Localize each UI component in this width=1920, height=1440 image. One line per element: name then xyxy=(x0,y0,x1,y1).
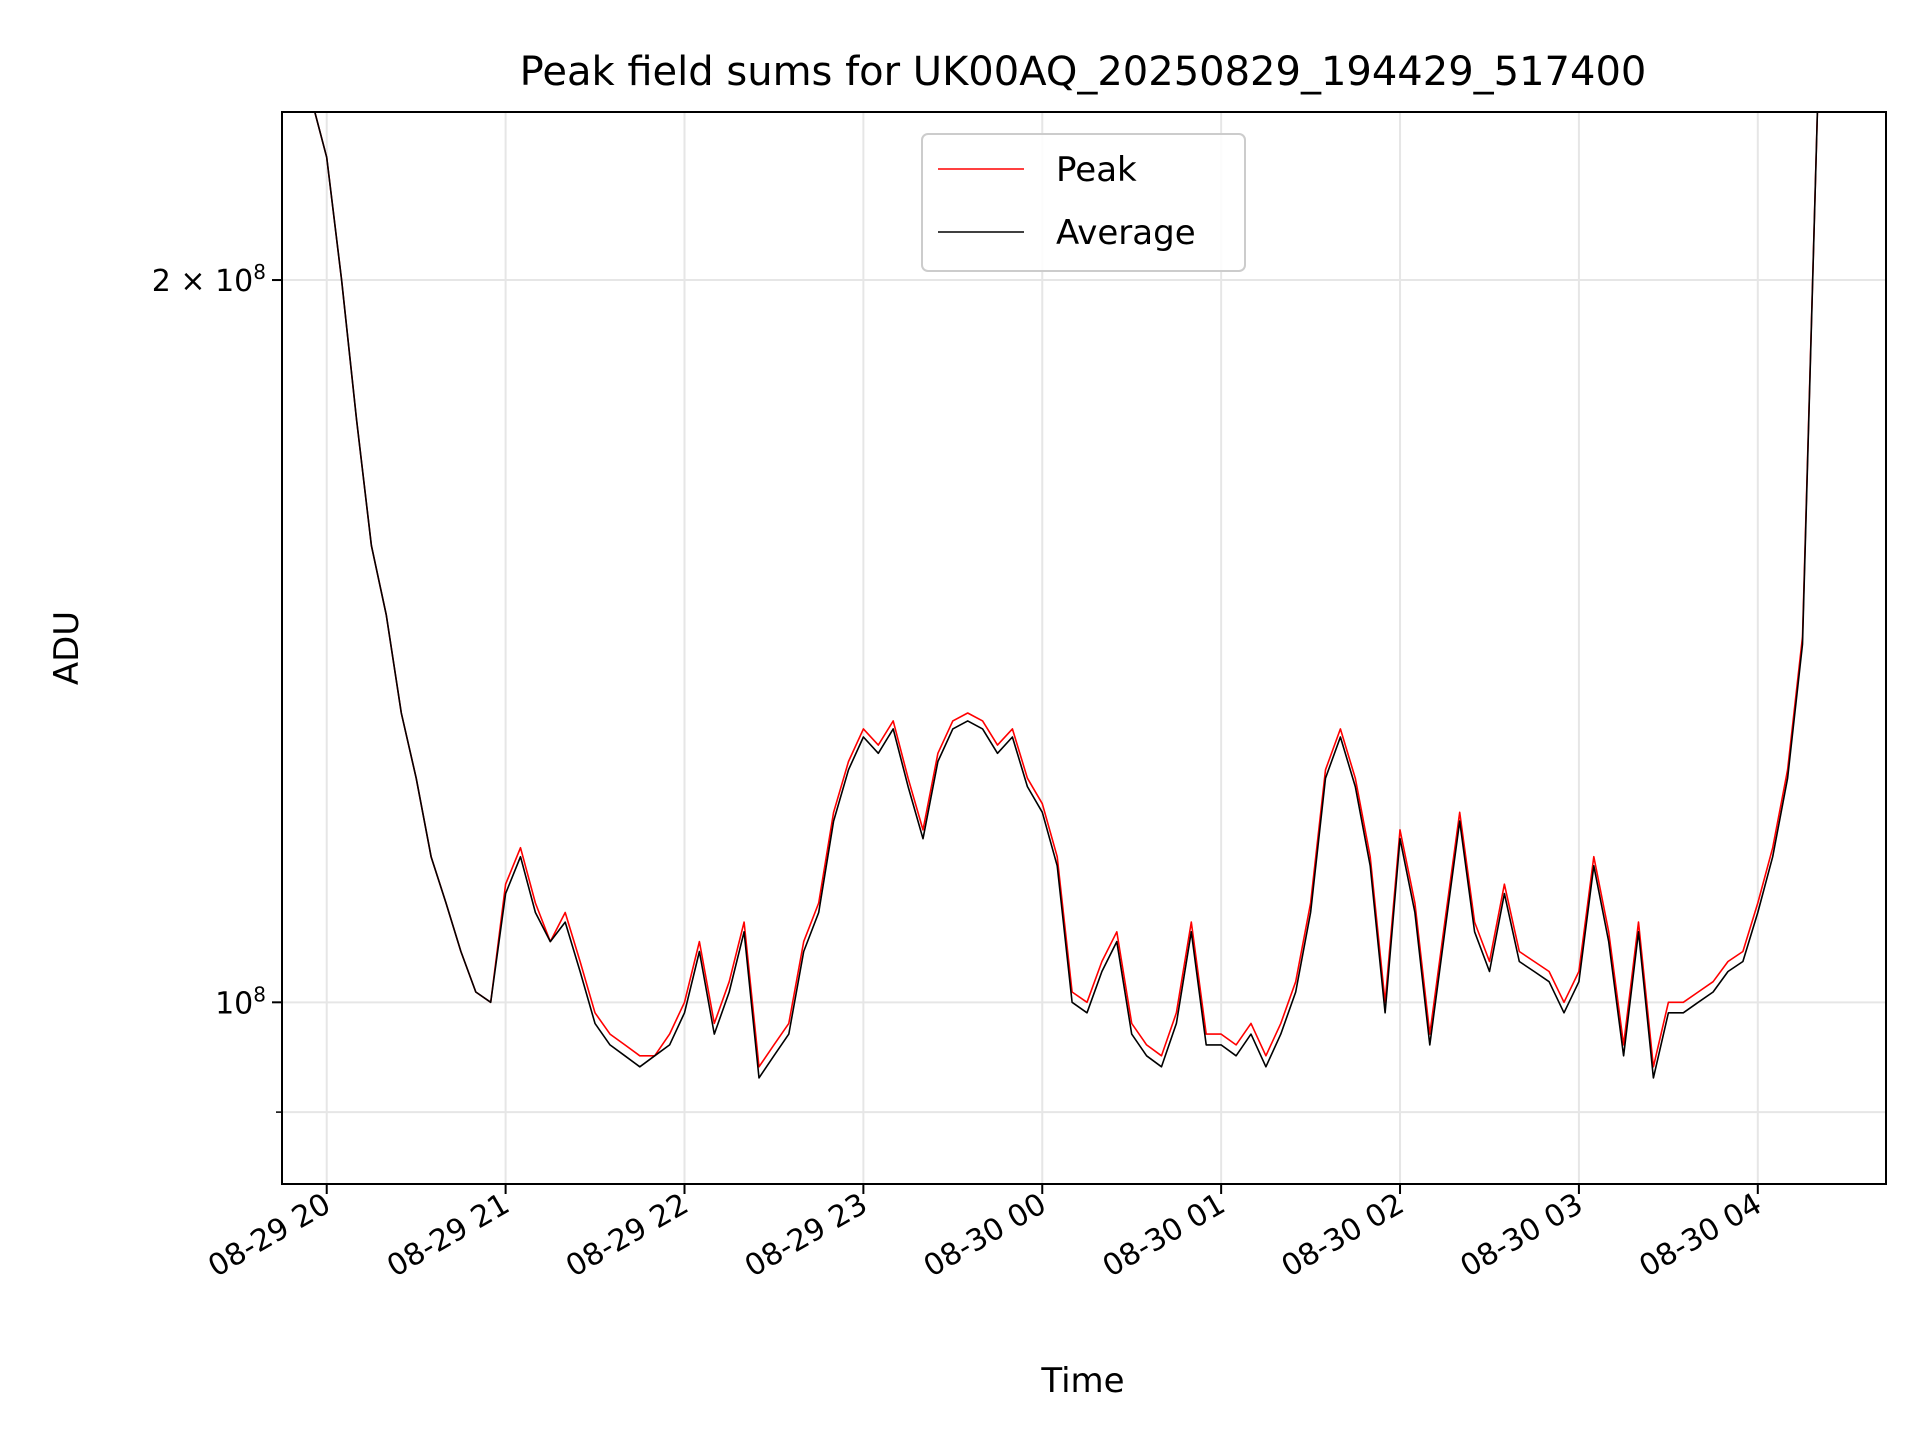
legend-average-label: Average xyxy=(1056,213,1196,253)
plot-frame xyxy=(281,111,1887,1185)
x-axis-label: Time xyxy=(1040,1361,1124,1401)
series-lines xyxy=(314,111,1819,1079)
y-axis: 2 × 108 108 xyxy=(152,260,282,1113)
series-line-average xyxy=(314,111,1819,1079)
legend: Peak Average xyxy=(921,133,1246,272)
y-tick-label: 2 × 108 xyxy=(152,260,266,299)
y-axis-label: ADU xyxy=(47,611,87,685)
series-line-peak xyxy=(314,111,1819,1068)
y-tick-label: 108 xyxy=(215,982,266,1021)
chart-title: Peak field sums for UK00AQ_20250829_1944… xyxy=(520,49,1647,95)
legend-peak-label: Peak xyxy=(1056,150,1137,190)
